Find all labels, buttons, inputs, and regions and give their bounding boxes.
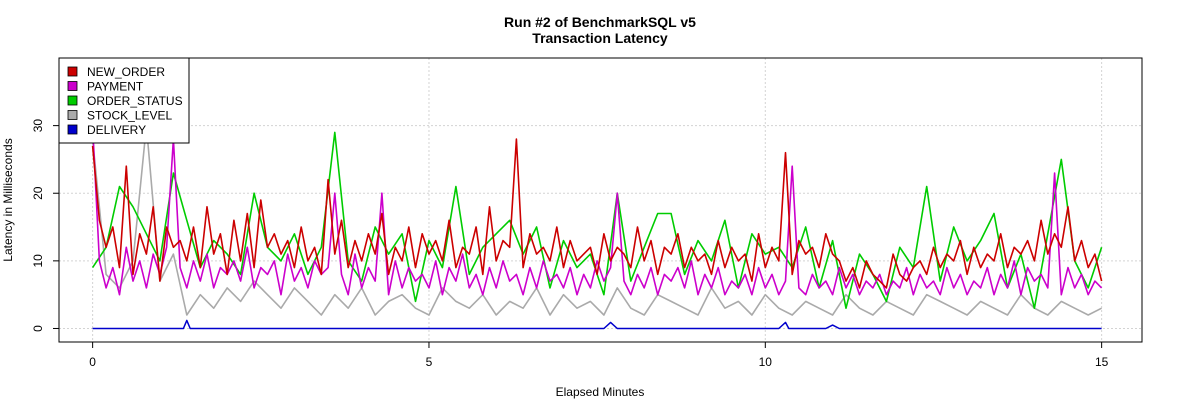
- y-tick-label-0: 0: [31, 325, 45, 332]
- legend-swatch-delivery: [67, 124, 78, 135]
- legend-swatch-order-status: [67, 95, 78, 106]
- chart-title: Run #2 of BenchmarkSQL v5: [504, 14, 696, 30]
- plot-frame: [58, 57, 1143, 343]
- x-tick-label-2: 10: [759, 355, 773, 369]
- legend-swatch-stock-level: [67, 110, 78, 120]
- legend: NEW_ORDERPAYMENTORDER_STATUSSTOCK_LEVELD…: [58, 57, 190, 144]
- grid-lines: [59, 58, 1142, 342]
- series-line-payment: [91, 125, 1103, 296]
- legend-label-stock-level: STOCK_LEVEL: [87, 109, 172, 123]
- series-line-new-order: [91, 138, 1103, 289]
- axes: 0 5 10 15 0 10 20 30: [31, 119, 1108, 369]
- y-axis-label: Latency in Milliseconds: [1, 138, 15, 261]
- series-line-stock-level: [91, 124, 1102, 316]
- chart-subtitle: Transaction Latency: [532, 30, 668, 46]
- legend-label-delivery: DELIVERY: [87, 123, 146, 137]
- x-tick-label-3: 15: [1095, 355, 1109, 369]
- chart-titles: Run #2 of BenchmarkSQL v5 Transaction La…: [504, 14, 696, 46]
- series-layer: [91, 124, 1103, 330]
- series-line-order-status: [91, 131, 1103, 310]
- legend-label-order-status: ORDER_STATUS: [87, 94, 183, 108]
- y-tick-label-2: 20: [31, 186, 45, 200]
- series-line-delivery: [92, 319, 1102, 330]
- y-tick-label-3: 30: [31, 119, 45, 133]
- legend-box: [58, 57, 190, 144]
- x-axis-label: Elapsed Minutes: [556, 385, 645, 399]
- legend-label-new-order: NEW_ORDER: [87, 65, 165, 79]
- legend-swatch-payment: [67, 81, 78, 91]
- legend-label-payment: PAYMENT: [87, 80, 144, 94]
- y-tick-label-1: 10: [31, 254, 45, 268]
- x-tick-label-1: 5: [426, 355, 433, 369]
- legend-swatch-new-order: [67, 66, 78, 77]
- x-tick-label-0: 0: [89, 355, 96, 369]
